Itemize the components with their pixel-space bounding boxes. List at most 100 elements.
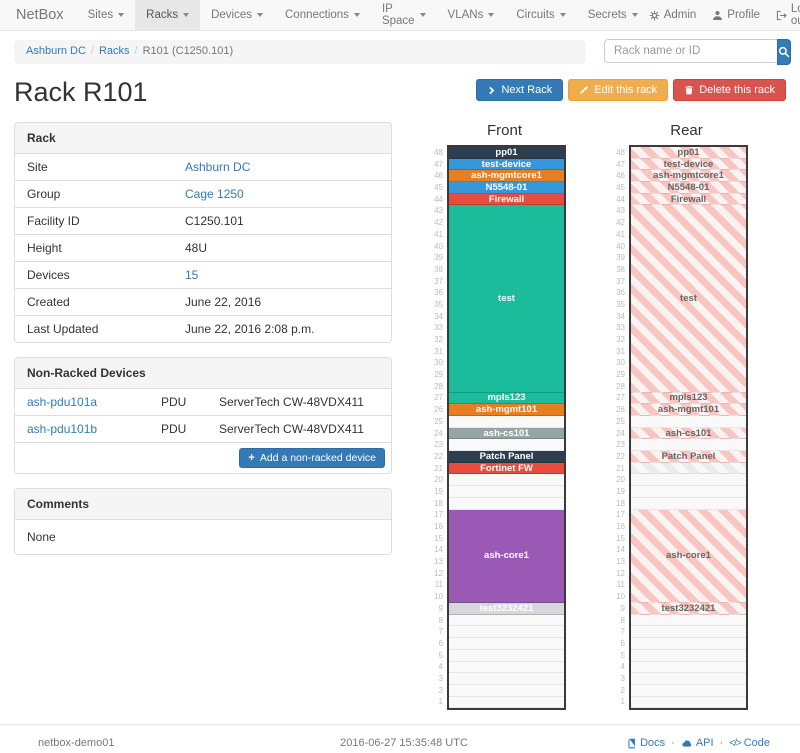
brand-logo[interactable]: NetBox: [16, 7, 64, 23]
device-test3232421[interactable]: test3232421: [449, 603, 564, 615]
page-title: Rack R101: [14, 77, 148, 107]
footer-link-code[interactable]: </> Code: [729, 737, 770, 749]
admin-link[interactable]: Admin: [649, 9, 696, 21]
unit-number: 33: [434, 323, 443, 333]
nav-item-ip-space[interactable]: IP Space: [371, 0, 437, 30]
breadcrumb-link-racks[interactable]: Racks: [98, 45, 130, 57]
unit-number: 21: [616, 463, 625, 473]
device-pp01[interactable]: pp01: [631, 147, 746, 159]
delete-rack-button[interactable]: Delete this rack: [673, 79, 786, 101]
nav-item-sites[interactable]: Sites: [77, 0, 136, 30]
unit-number: 8: [438, 615, 443, 625]
unit-number: 19: [434, 486, 443, 496]
device-ash-cs101[interactable]: ash-cs101: [449, 427, 564, 440]
unit-number: 27: [616, 393, 625, 403]
device-test[interactable]: test: [631, 205, 746, 393]
nav-item-racks[interactable]: Racks: [135, 0, 201, 30]
rack-attr-row: Last Updated June 22, 2016 2:08 p.m.: [15, 315, 391, 342]
rack-unit-empty: [449, 649, 564, 662]
nav-item-circuits[interactable]: Circuits: [505, 0, 576, 30]
chevron-down-icon: [559, 13, 566, 17]
device-name-cell: ash-pdu101a: [15, 389, 161, 415]
elevations-column: Front 48 47 46 45 44 43 42 41 40 39 38 37 36 35 34 33 32…: [392, 122, 786, 711]
device-ash-mgmtcore1[interactable]: ash-mgmtcore1: [631, 170, 746, 183]
device-pp01[interactable]: pp01: [449, 147, 564, 159]
unit-number: 40: [434, 241, 443, 251]
nonracked-panel: Non-Racked Devices ash-pdu101a PDU ServerT…: [14, 357, 392, 474]
device-ash-mgmt101[interactable]: ash-mgmt101: [449, 404, 564, 416]
chevron-down-icon: [488, 13, 495, 17]
device-patch-panel[interactable]: Patch Panel: [449, 451, 564, 463]
device-ash-core1[interactable]: ash-core1: [631, 509, 746, 604]
unit-number: 16: [616, 522, 625, 531]
attr-value-link-group[interactable]: Cage 1250: [185, 187, 244, 201]
nav-item-connections[interactable]: Connections: [274, 0, 371, 30]
unit-number: 32: [616, 335, 625, 344]
device-test-device[interactable]: test-device: [449, 158, 564, 171]
edit-rack-button[interactable]: Edit this rack: [568, 79, 669, 101]
unit-number: 47: [434, 159, 443, 169]
unit-number: 1: [438, 697, 443, 707]
unit-number: 32: [434, 335, 443, 344]
unit-number: 36: [434, 288, 443, 298]
device-firewall[interactable]: Firewall: [449, 193, 564, 206]
device-fortinet-fw[interactable]: Fortinet FW: [449, 462, 564, 475]
unit-number: 44: [616, 194, 625, 204]
nav-item-vlans[interactable]: VLANs: [437, 0, 506, 30]
device-firewall[interactable]: Firewall: [631, 193, 746, 206]
nonracked-footer: + Add a non-racked device: [15, 442, 391, 473]
breadcrumb-link-ashburn-dc[interactable]: Ashburn DC: [26, 45, 86, 57]
device-link-ash-pdu101b[interactable]: ash-pdu101b: [27, 422, 98, 436]
device-link-ash-pdu101a[interactable]: ash-pdu101a: [27, 395, 98, 409]
device-n5548-01[interactable]: N5548-01: [449, 182, 564, 194]
add-nonracked-device-button[interactable]: + Add a non-racked device: [239, 448, 385, 468]
unit-number: 28: [616, 381, 625, 391]
footer-link-label: API: [695, 737, 714, 750]
next-rack-button[interactable]: Next Rack: [476, 79, 564, 101]
device-mpls123[interactable]: mpls123: [449, 392, 564, 405]
unit-number: 9: [620, 603, 625, 613]
nav-item-secrets[interactable]: Secrets: [577, 0, 649, 30]
footer-link-api[interactable]: API: [681, 737, 714, 749]
search-button[interactable]: [777, 39, 791, 65]
device-ash-mgmt101[interactable]: ash-mgmt101: [631, 404, 746, 416]
attr-value-height: 48U: [185, 241, 208, 255]
unit-number: 47: [616, 159, 625, 169]
device-ash-core1[interactable]: ash-core1: [449, 509, 564, 604]
pencil-icon: [579, 85, 589, 95]
attr-value-link-devices[interactable]: 15: [185, 268, 199, 282]
unit-number: 4: [620, 662, 625, 672]
device-test-device[interactable]: test-device: [631, 158, 746, 171]
attr-value-group: Cage 1250: [185, 181, 391, 207]
unit-number: 23: [616, 440, 625, 450]
device-ash-mgmtcore1[interactable]: ash-mgmtcore1: [449, 170, 564, 183]
rack-unit-empty: [631, 497, 746, 510]
search-icon: [778, 46, 790, 58]
device-mpls123[interactable]: mpls123: [631, 392, 746, 405]
unit-number: 42: [616, 218, 625, 228]
rack-attr-row: Devices 15: [15, 261, 391, 288]
profile-link[interactable]: Profile: [712, 9, 760, 21]
unit-number: 6: [438, 638, 443, 648]
footer-separator: ·: [719, 737, 724, 750]
rear-unit-numbers: 48 47 46 45 44 43 42 41 40 39 38 37 36 35 34 33 32 31 30 29…: [612, 145, 629, 710]
attr-value-link-site[interactable]: Ashburn DC: [185, 160, 251, 174]
device-test3232421[interactable]: test3232421: [631, 603, 746, 615]
unit-number: 3: [620, 673, 625, 683]
rack-unit-empty: [449, 673, 564, 685]
device-test[interactable]: test: [449, 205, 564, 393]
nav-item-devices[interactable]: Devices: [200, 0, 274, 30]
device-n5548-01[interactable]: N5548-01: [631, 182, 746, 194]
unit-number: 8: [620, 615, 625, 625]
attr-label-site: Site: [27, 160, 48, 174]
device-patch-panel[interactable]: Patch Panel: [631, 451, 746, 463]
unit-number: 34: [434, 311, 443, 321]
logout-link[interactable]: Log out: [776, 3, 800, 27]
footer-link-docs[interactable]: Docs: [626, 737, 665, 749]
device-ash-cs101[interactable]: ash-cs101: [631, 427, 746, 440]
attr-value-facility-id: C1250.101: [185, 214, 244, 228]
nonracked-device-row: ash-pdu101a PDU ServerTech CW-48VDX411: [15, 389, 391, 415]
search-input[interactable]: [604, 39, 777, 63]
unit-number: 5: [620, 650, 625, 660]
rack-unit-empty: [631, 649, 746, 662]
